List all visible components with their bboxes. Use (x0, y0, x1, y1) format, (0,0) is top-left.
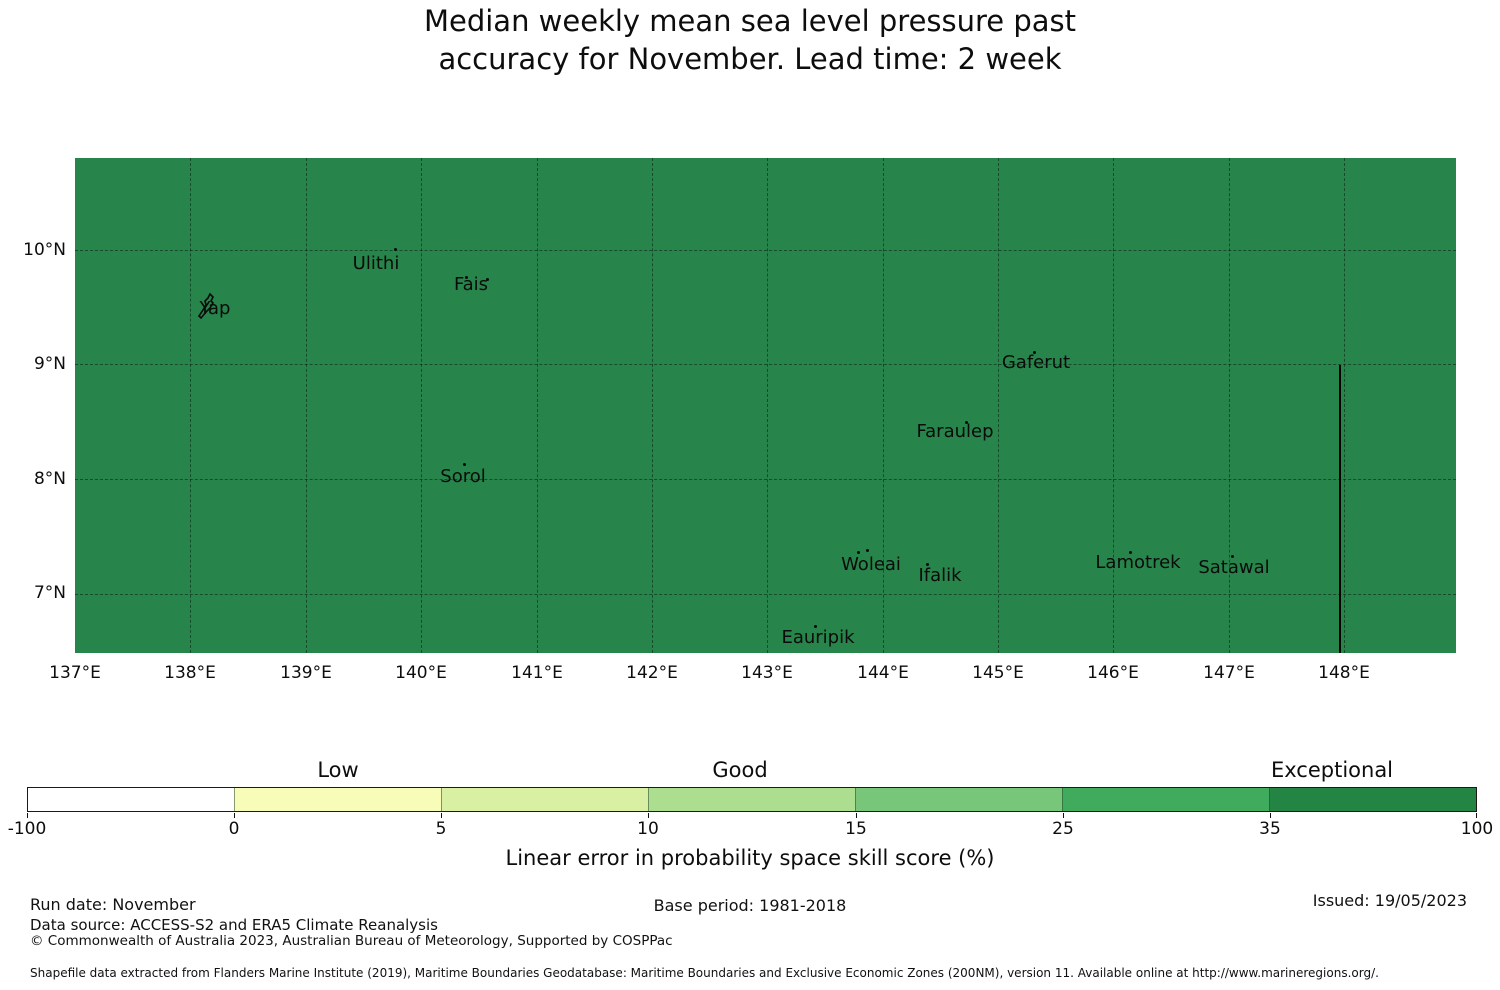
colorbar-tick-0: 0 (228, 819, 240, 839)
place-label-sorol: Sorol (440, 466, 486, 487)
figure-title-line2: accuracy for November. Lead time: 2 week (438, 42, 1062, 76)
colorbar-tick-5: 5 (435, 819, 447, 839)
x-tick-141e: 141°E (511, 663, 563, 683)
place-label-eauripik: Eauripik (781, 627, 855, 648)
gridline-8n (75, 479, 1456, 480)
ifalik-islet-dot (926, 563, 929, 566)
ulithi-islet-dot (394, 248, 397, 251)
x-tick-137e: 137°E (49, 663, 101, 683)
data-source-text: Data source: ACCESS-S2 and ERA5 Climate … (30, 916, 438, 934)
y-tick-7n: 7°N (33, 583, 66, 603)
x-tick-144e: 144°E (857, 663, 909, 683)
colorbar (27, 787, 1477, 812)
gridline-145e (998, 158, 999, 653)
y-tick-8n: 8°N (33, 469, 66, 489)
gridline-10n (75, 250, 1456, 251)
run-date-text: Run date: November (30, 895, 196, 914)
x-tick-142e: 142°E (626, 663, 678, 683)
satawal-islet-dot (1231, 555, 1234, 558)
colorbar-tick-35: 35 (1259, 819, 1281, 839)
colorbar-tickmark-10 (648, 813, 649, 818)
place-label-lamotrek: Lamotrek (1095, 552, 1181, 573)
colorbar-segment-6 (1062, 788, 1269, 811)
yap-island-shape (197, 292, 215, 320)
gridline-138e (190, 158, 191, 653)
colorbar-category-low: Low (317, 758, 359, 782)
x-tick-148e: 148°E (1318, 663, 1370, 683)
gridline-144e (883, 158, 884, 653)
place-label-faraulep: Faraulep (916, 421, 994, 442)
gridline-147e (1229, 158, 1230, 653)
x-tick-143e: 143°E (741, 663, 793, 683)
gaferut-islet-dot (1033, 351, 1036, 354)
place-label-gaferut: Gaferut (1001, 352, 1071, 373)
colorbar-category-exceptional: Exceptional (1270, 758, 1394, 782)
gridline-141e (537, 158, 538, 653)
colorbar-segment-1 (28, 788, 234, 811)
colorbar-category-good: Good (712, 758, 768, 782)
colorbar-tickmark-n100 (27, 813, 28, 818)
y-tick-10n: 10°N (23, 240, 66, 260)
gridline-142e (652, 158, 653, 653)
place-label-fais: Fais (453, 274, 489, 295)
colorbar-tickmark-25 (1063, 813, 1064, 818)
colorbar-segment-2 (234, 788, 441, 811)
map-panel: Yap Ulithi Fais Sorol Gaferut Faraulep W… (75, 158, 1456, 653)
x-tick-140e: 140°E (395, 663, 447, 683)
colorbar-tickmark-0 (234, 813, 235, 818)
copyright-text: © Commonwealth of Australia 2023, Austra… (30, 933, 673, 949)
x-tick-138e: 138°E (164, 663, 216, 683)
faraulep-islet-dot (965, 421, 968, 424)
colorbar-tick-10: 10 (637, 819, 659, 839)
colorbar-segment-7 (1269, 788, 1476, 811)
colorbar-tickmark-15 (856, 813, 857, 818)
figure-title-line1: Median weekly mean sea level pressure pa… (423, 4, 1077, 38)
gridline-143e (767, 158, 768, 653)
woleai-islet-dot-2 (866, 549, 869, 552)
place-label-ifalik: Ifalik (918, 565, 962, 586)
colorbar-segment-3 (441, 788, 648, 811)
colorbar-tickmark-5 (441, 813, 442, 818)
issued-date-text: Issued: 19/05/2023 (1312, 891, 1467, 910)
lamotrek-islet-dot (1129, 551, 1132, 554)
colorbar-tick-25: 25 (1052, 819, 1074, 839)
gridline-9n (75, 364, 1456, 365)
gridline-148e (1344, 158, 1345, 653)
x-tick-146e: 146°E (1087, 663, 1139, 683)
colorbar-segment-4 (648, 788, 855, 811)
sorol-islet-dot (463, 463, 466, 466)
maritime-boundary-line (1339, 365, 1341, 653)
colorbar-tickmark-100 (1476, 813, 1477, 818)
colorbar-tick-100: 100 (1460, 819, 1494, 839)
x-tick-145e: 145°E (972, 663, 1024, 683)
shapefile-note-text: Shapefile data extracted from Flanders M… (30, 966, 1379, 980)
x-tick-147e: 147°E (1203, 663, 1255, 683)
fais-islet-dot-2 (486, 278, 489, 281)
place-label-yap: Yap (199, 298, 231, 319)
y-tick-9n: 9°N (33, 354, 66, 374)
woleai-islet-dot (857, 551, 860, 554)
place-label-woleai: Woleai (841, 554, 901, 575)
colorbar-axis-label: Linear error in probability space skill … (505, 846, 995, 870)
fais-islet-dot (465, 276, 468, 279)
eauripik-islet-dot (814, 625, 817, 628)
colorbar-segment-5 (855, 788, 1062, 811)
gridline-140e (421, 158, 422, 653)
place-label-satawal: Satawal (1198, 557, 1270, 578)
colorbar-tickmark-35 (1270, 813, 1271, 818)
gridline-146e (1113, 158, 1114, 653)
gridline-7n (75, 594, 1456, 595)
colorbar-tick-n100: -100 (7, 819, 47, 839)
figure-title: Median weekly mean sea level pressure pa… (0, 2, 1500, 78)
colorbar-tick-15: 15 (845, 819, 867, 839)
place-label-ulithi: Ulithi (352, 253, 400, 274)
gridline-139e (306, 158, 307, 653)
x-tick-139e: 139°E (280, 663, 332, 683)
base-period-text: Base period: 1981-2018 (653, 896, 847, 915)
